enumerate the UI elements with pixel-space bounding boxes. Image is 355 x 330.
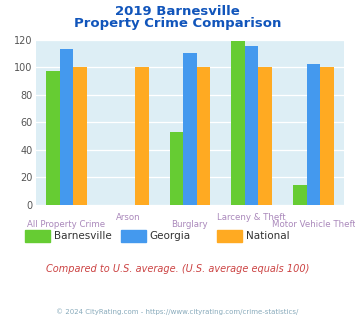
- Bar: [170, 132, 183, 205]
- Bar: [73, 67, 87, 205]
- Text: All Property Crime: All Property Crime: [27, 220, 105, 229]
- Text: Georgia: Georgia: [150, 231, 191, 241]
- Bar: [245, 47, 258, 205]
- Bar: [293, 185, 307, 205]
- Text: Property Crime Comparison: Property Crime Comparison: [74, 16, 281, 29]
- Bar: [197, 67, 210, 205]
- Text: Barnesville: Barnesville: [54, 231, 112, 241]
- Bar: [183, 53, 197, 205]
- Bar: [46, 71, 60, 205]
- Bar: [60, 49, 73, 205]
- Bar: [320, 67, 334, 205]
- Text: 2019 Barnesville: 2019 Barnesville: [115, 5, 240, 18]
- Text: Larceny & Theft: Larceny & Theft: [217, 213, 286, 222]
- Bar: [231, 41, 245, 205]
- Text: National: National: [246, 231, 289, 241]
- Bar: [135, 67, 148, 205]
- Text: Motor Vehicle Theft: Motor Vehicle Theft: [272, 220, 355, 229]
- Text: © 2024 CityRating.com - https://www.cityrating.com/crime-statistics/: © 2024 CityRating.com - https://www.city…: [56, 309, 299, 315]
- Text: Burglary: Burglary: [171, 220, 208, 229]
- Text: Arson: Arson: [116, 213, 141, 222]
- Text: Compared to U.S. average. (U.S. average equals 100): Compared to U.S. average. (U.S. average …: [46, 264, 309, 274]
- Bar: [307, 64, 320, 205]
- Bar: [258, 67, 272, 205]
